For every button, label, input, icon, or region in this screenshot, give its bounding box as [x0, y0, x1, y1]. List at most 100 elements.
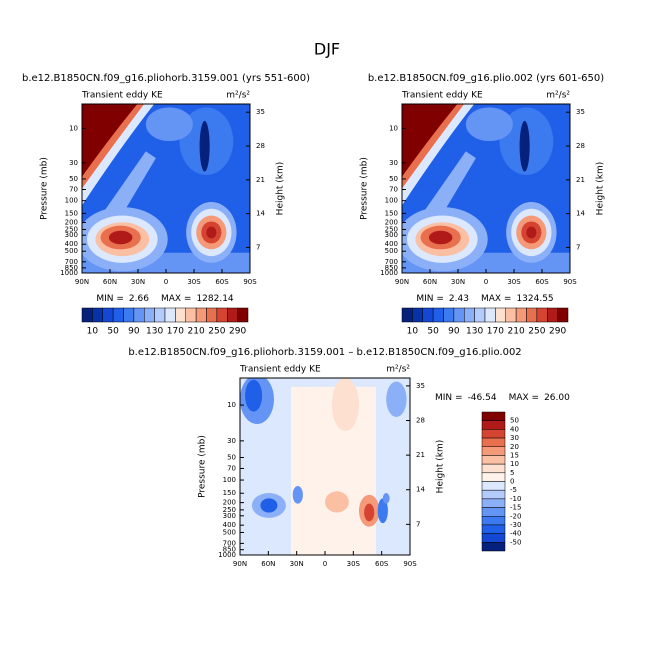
- contour-fill: [364, 503, 375, 522]
- y-tick-label: 10: [389, 124, 398, 132]
- min-label: MIN =: [416, 294, 444, 304]
- y-tick-label: 50: [227, 453, 236, 461]
- colorbar-box: [481, 542, 506, 552]
- y-tick-label: 70: [227, 464, 236, 472]
- y2-tick-label: 35: [576, 108, 585, 116]
- y-tick-label: 700: [385, 258, 398, 266]
- colorbar-label: 210: [508, 327, 525, 337]
- colorbar-box: [536, 307, 548, 323]
- colorbar-box: [526, 307, 538, 323]
- colorbar-box: [422, 307, 434, 323]
- y2-tick-label: 28: [416, 417, 425, 425]
- y-tick-label: 300: [65, 231, 78, 239]
- y-tick-label: 500: [65, 247, 78, 255]
- colorbar-box: [175, 307, 186, 323]
- y-tick-label: 30: [389, 159, 398, 167]
- contour-field: [240, 378, 410, 555]
- min-max: MIN = 2.66 MAX = 1282.14: [96, 294, 234, 304]
- y-tick-label: 850: [385, 264, 398, 272]
- colorbar-label: 5: [510, 469, 514, 477]
- colorbar-label: -5: [510, 486, 517, 494]
- colorbar-box: [481, 516, 506, 526]
- colorbar-box: [557, 307, 569, 323]
- colorbar-label: 130: [146, 327, 163, 337]
- panel-subtitle: Transient eddy KE: [81, 91, 163, 101]
- y-tick-label: 150: [223, 489, 236, 497]
- x-tick-label: 60S: [215, 278, 229, 286]
- contour-fill: [377, 498, 388, 524]
- y-tick-label: 500: [223, 528, 236, 536]
- x-tick-label: 30S: [507, 278, 521, 286]
- colorbar-box: [481, 498, 506, 508]
- colorbar-box: [481, 437, 506, 447]
- contour-fill: [402, 104, 458, 177]
- y-tick-label: 50: [69, 175, 78, 183]
- x-tick-label: 60N: [103, 278, 117, 286]
- y-tick-label: 250: [223, 506, 236, 514]
- colorbar-box: [206, 307, 218, 323]
- colorbar-box: [81, 307, 93, 323]
- max-label: MAX =: [161, 294, 192, 304]
- y-tick-label: 1000: [218, 551, 236, 559]
- x-tick-label: 90N: [75, 278, 89, 286]
- colorbar-box: [453, 307, 465, 323]
- y2-tick-label: 14: [416, 486, 425, 494]
- colorbar-label: 15: [510, 451, 519, 459]
- y2-tick-label: 7: [416, 520, 420, 528]
- contour-field: [82, 104, 250, 273]
- contour-fill: [292, 485, 303, 504]
- y-tick-label: 200: [65, 218, 78, 226]
- y-tick-label: 250: [385, 225, 398, 233]
- colorbar-box: [237, 307, 249, 323]
- y-tick-label: 50: [389, 175, 398, 183]
- panel-title: b.e12.B1850CN.f09_g16.pliohorb.3159.001 …: [22, 73, 310, 84]
- max-value: 1324.55: [516, 294, 553, 304]
- colorbar-box: [481, 463, 506, 474]
- y-tick-label: 150: [65, 209, 78, 217]
- contour-fill: [465, 107, 513, 142]
- x-tick-label: 60N: [261, 560, 275, 568]
- colorbar-box: [227, 307, 238, 323]
- y-tick-label: 200: [385, 218, 398, 226]
- x-tick-label: 0: [484, 278, 488, 286]
- colorbar-label: -50: [510, 538, 521, 546]
- colorbar-label: 290: [229, 327, 246, 337]
- colorbar-box: [154, 307, 166, 323]
- min-value: 2.43: [449, 294, 469, 304]
- colorbar-label: 10: [87, 327, 99, 337]
- units-label: m²/s²: [546, 91, 570, 101]
- y-tick-label: 200: [223, 499, 236, 507]
- contour-fill: [325, 491, 349, 513]
- y-tick-label: 100: [385, 197, 398, 205]
- y-tick-label: 30: [69, 159, 78, 167]
- colorbar-box: [481, 472, 506, 482]
- y-tick-label: 10: [227, 401, 236, 409]
- colorbar-box: [464, 307, 475, 323]
- contour-fill: [108, 230, 133, 245]
- colorbar-box: [481, 446, 506, 456]
- x-tick-label: 30N: [290, 560, 304, 568]
- contour-fill: [386, 381, 407, 417]
- y-tick-label: 70: [389, 185, 398, 193]
- x-tick-label: 30N: [451, 278, 465, 286]
- colorbar-box: [216, 307, 228, 323]
- x-tick-label: 60S: [535, 278, 549, 286]
- contour-fill: [82, 104, 138, 177]
- contour-fill: [260, 498, 278, 513]
- contour-fill: [145, 107, 193, 142]
- max-label: MAX =: [481, 294, 512, 304]
- x-tick-label: 90N: [233, 560, 247, 568]
- colorbar-box: [164, 307, 176, 323]
- y2-axis-label: Height (km): [276, 162, 286, 216]
- min-value: -46.54: [468, 393, 497, 403]
- colorbar-label: 40: [510, 425, 519, 433]
- min-label: MIN =: [435, 393, 463, 403]
- y2-tick-label: 28: [256, 142, 265, 150]
- colorbar-box: [102, 307, 114, 323]
- colorbar-box: [505, 307, 517, 323]
- contour-field: [402, 104, 570, 273]
- y-tick-label: 700: [65, 258, 78, 266]
- colorbar-box: [432, 307, 444, 323]
- min-label: MIN =: [96, 294, 124, 304]
- panel-subtitle: Transient eddy KE: [239, 365, 321, 375]
